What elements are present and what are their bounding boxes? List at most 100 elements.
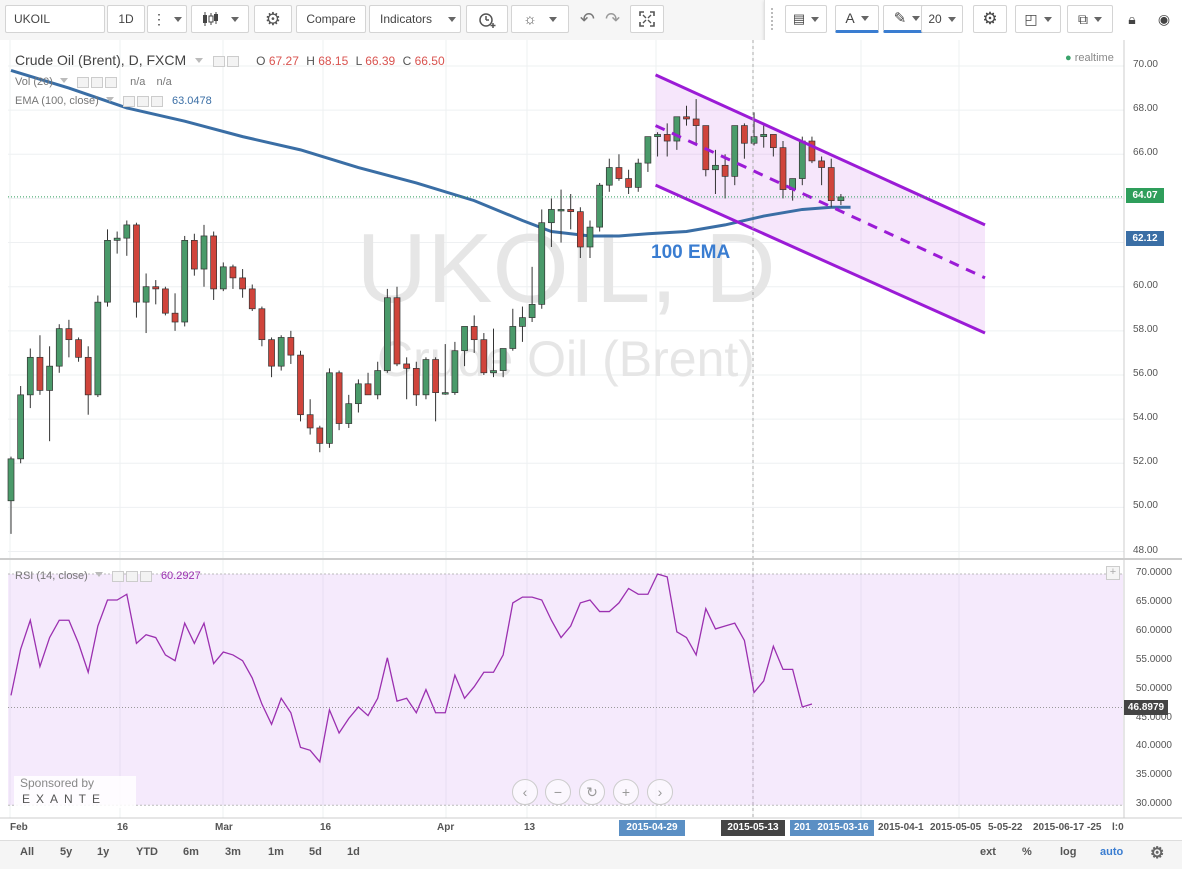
candle-body [297, 354, 304, 416]
gear-icon[interactable] [136, 95, 149, 107]
candle-body [191, 240, 198, 270]
timeframe-button[interactable]: 1y [97, 846, 110, 858]
rsi-tick-label: 35.0000 [1135, 769, 1172, 781]
zoom-in-button[interactable]: + [613, 779, 639, 805]
gear-icon: ⚙ [264, 8, 282, 29]
gear-icon[interactable] [226, 56, 239, 68]
chevron-down-icon [912, 15, 921, 21]
volume-label[interactable]: Vol (20) [15, 76, 53, 88]
candle-body [827, 167, 835, 201]
gear-icon[interactable] [91, 76, 104, 88]
zoom-out-button[interactable]: − [545, 779, 571, 805]
time-tick-label: 13 [524, 822, 536, 833]
ema-value: 63.0478 [171, 95, 212, 107]
symbol-input[interactable]: UKOIL [5, 5, 105, 33]
candle-body [46, 365, 53, 391]
last-price-badge: 64.07 [1126, 188, 1164, 203]
chevron-down-icon[interactable] [105, 97, 114, 102]
reset-button[interactable]: ↻ [579, 779, 605, 805]
timeframe-button[interactable]: YTD [136, 846, 158, 858]
auto-scale-toggle[interactable]: auto [1100, 846, 1124, 858]
price-chart[interactable]: UKOIL, D Crude Oil (Brent) 100 EMA [0, 40, 1182, 840]
lock-button[interactable]: 🔒︎ [1119, 5, 1145, 33]
redo-icon[interactable]: ↷ [605, 8, 621, 29]
time-tick-label: 2015-06-17 [1033, 822, 1085, 833]
eye-icon[interactable] [122, 95, 135, 107]
pane-maximize-button[interactable]: + [1106, 566, 1120, 580]
font-size-select[interactable]: 20 [921, 5, 963, 33]
bring-front-button[interactable]: ◰ [1015, 5, 1061, 33]
lock-icon: 🔒︎ [1128, 10, 1136, 27]
series-title[interactable]: Crude Oil (Brent), D, FXCM [15, 52, 187, 68]
timeframe-button[interactable]: 6m [183, 846, 199, 858]
undo-icon[interactable]: ↶ [579, 8, 595, 29]
candle-body [210, 235, 217, 290]
gear-icon[interactable]: ⚙ [1150, 845, 1165, 862]
chevron-down-icon[interactable] [94, 572, 103, 577]
candle-body [123, 224, 131, 239]
visibility-button[interactable]: ◉ [1149, 5, 1179, 33]
channel-median-line [654, 124, 986, 280]
timeframe-button[interactable]: 1m [268, 846, 284, 858]
close-icon[interactable] [105, 76, 118, 88]
timeframe-button[interactable]: 5y [60, 846, 73, 858]
candle-body [84, 356, 92, 396]
chevron-down-icon [1094, 16, 1102, 22]
price-tick-label: 68.00 [1132, 103, 1158, 115]
compare-button[interactable]: Compare [296, 5, 366, 33]
timeframe-button[interactable]: All [20, 846, 35, 858]
clone-button[interactable]: ⧉ [1067, 5, 1113, 33]
text-color-button[interactable]: A [835, 5, 879, 33]
timeframe-button[interactable]: 3m [225, 846, 241, 858]
alert-button[interactable] [466, 5, 508, 33]
candle-body [17, 394, 24, 460]
chart-settings-button[interactable]: ⚙ [254, 5, 292, 33]
scroll-left-button[interactable]: ‹ [512, 779, 538, 805]
eye-icon[interactable] [212, 56, 225, 68]
realtime-indicator: ● realtime [1065, 52, 1114, 64]
ema-legend: EMA (100, close) 63.0478 [15, 95, 212, 107]
ema-price-badge: 62.12 [1126, 231, 1164, 246]
timeframe-button[interactable]: 5d [309, 846, 322, 858]
chevron-down-icon [174, 16, 182, 22]
candle-body [268, 339, 275, 367]
eye-icon[interactable] [77, 76, 90, 88]
rsi-tick-label: 45.0000 [1135, 711, 1172, 723]
rsi-tick-label: 50.0000 [1135, 682, 1172, 694]
more-intervals-button[interactable]: ⋮ [147, 5, 187, 33]
log-scale-toggle[interactable]: log [1060, 846, 1077, 858]
close-icon[interactable] [139, 570, 152, 582]
sponsor-box[interactable]: Sponsored by EXANTE [14, 776, 136, 808]
candle-body [345, 403, 353, 424]
candle-body [355, 383, 362, 405]
interval-button[interactable]: 1D [107, 5, 145, 33]
chevron-down-icon[interactable] [195, 58, 204, 63]
drag-handle[interactable] [771, 8, 777, 30]
chevron-down-icon [1043, 16, 1052, 22]
close-icon[interactable] [150, 95, 163, 107]
candle-body [490, 370, 497, 374]
chart-style-button[interactable] [191, 5, 249, 33]
candle-body [538, 222, 546, 305]
candle-body [94, 301, 102, 396]
fullscreen-button[interactable] [630, 5, 664, 33]
clone-icon: ⧉ [1078, 10, 1088, 27]
percent-scale-toggle[interactable]: % [1022, 846, 1032, 858]
candle-body [55, 328, 63, 367]
chevron-down-icon[interactable] [59, 78, 68, 83]
candle-body [152, 286, 160, 290]
gear-icon[interactable] [125, 570, 138, 582]
extended-hours-toggle[interactable]: ext [980, 846, 996, 858]
ideas-button[interactable]: ☼ [511, 5, 569, 33]
indicators-button[interactable]: Indicators [369, 5, 461, 33]
candle-body [287, 337, 295, 356]
drawing-settings-button[interactable]: ⚙ [973, 5, 1007, 33]
timeframe-button[interactable]: 1d [347, 846, 360, 858]
rsi-label[interactable]: RSI (14, close) [15, 570, 88, 582]
scroll-right-button[interactable]: › [647, 779, 673, 805]
ema-label[interactable]: EMA (100, close) [15, 95, 99, 107]
template-button[interactable]: ▤ [785, 5, 827, 33]
eye-icon[interactable] [111, 570, 124, 582]
rsi-value: 60.2927 [160, 570, 201, 582]
candle-body [36, 356, 44, 391]
